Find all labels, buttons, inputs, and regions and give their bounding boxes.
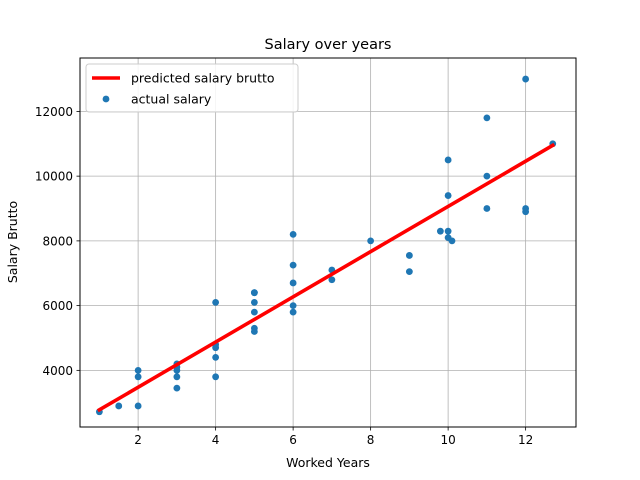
y-tick-label: 12000 <box>35 105 73 119</box>
y-tick-label: 6000 <box>42 299 73 313</box>
actual-salary-point <box>367 237 375 245</box>
actual-salary-point <box>289 231 297 238</box>
legend-label-actual: actual salary <box>131 92 212 107</box>
actual-salary-point <box>250 298 258 306</box>
actual-salary-point <box>250 308 258 316</box>
actual-salary-point <box>134 402 142 410</box>
ticks: 2 4 6 8 10 12 4000 6000 8000 10000 12000 <box>35 105 533 447</box>
legend-box <box>85 63 299 113</box>
x-axis-label: Worked Years <box>286 455 370 470</box>
actual-salary-point <box>405 252 413 259</box>
predicted-salary-line <box>96 142 556 413</box>
actual-salary-point <box>173 384 181 392</box>
y-tick-label: 4000 <box>42 364 73 378</box>
x-tick-label: 4 <box>212 433 220 447</box>
legend-label-predicted: predicted salary brutto <box>131 71 275 86</box>
chart-title: Salary over years <box>264 37 391 53</box>
actual-salary-point <box>436 227 444 235</box>
y-tick-label: 10000 <box>35 170 73 184</box>
x-tick-label: 8 <box>367 433 375 447</box>
actual-salary-point <box>444 192 452 199</box>
plot-frame <box>79 57 577 428</box>
x-tick-label: 2 <box>134 433 142 447</box>
actual-salary-point <box>483 205 491 212</box>
grid <box>80 58 576 427</box>
actual-salary-point <box>289 302 297 310</box>
actual-salary-point <box>134 373 142 381</box>
series-layer <box>95 75 557 416</box>
actual-salary-point <box>444 156 452 164</box>
x-tick-label: 6 <box>289 433 297 447</box>
actual-salary-point <box>115 402 123 410</box>
actual-salary-point <box>328 276 336 284</box>
actual-salary-point <box>522 205 530 212</box>
actual-salary-point <box>444 227 452 235</box>
actual-salary-point <box>289 279 297 287</box>
actual-salary-point <box>173 373 181 381</box>
actual-salary-point <box>134 366 142 374</box>
y-axis-label: Salary Brutto <box>5 201 20 283</box>
actual-salary-point <box>483 172 491 180</box>
y-tick-label: 8000 <box>42 234 73 248</box>
legend: predicted salary brutto actual salary <box>85 63 299 113</box>
x-tick-label: 12 <box>518 433 533 447</box>
actual-salary-point <box>212 373 220 381</box>
actual-salary-point <box>522 75 530 83</box>
actual-salary-point <box>212 298 220 306</box>
actual-salary-point <box>212 354 220 361</box>
actual-salary-point <box>250 324 258 332</box>
x-tick-label: 10 <box>440 433 455 447</box>
actual-salary-point <box>289 261 297 269</box>
actual-salary-point <box>483 114 491 122</box>
actual-salary-point <box>250 289 258 297</box>
actual-salary-point <box>289 308 297 316</box>
legend-point-swatch <box>102 95 110 103</box>
actual-salary-point <box>448 237 456 245</box>
actual-salary-point <box>405 268 413 276</box>
